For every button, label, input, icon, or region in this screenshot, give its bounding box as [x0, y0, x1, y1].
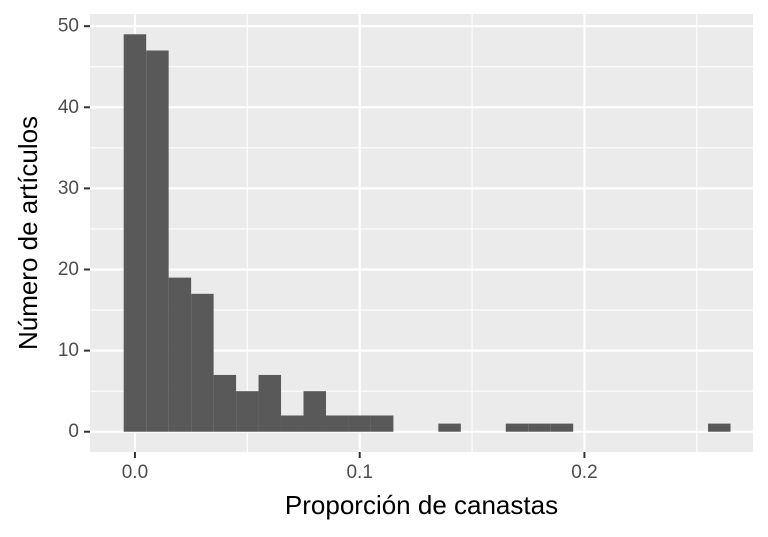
x-axis: 0.0 0.1 0.2 — [122, 452, 598, 483]
y-tick-label: 50 — [58, 16, 79, 37]
histogram-bar — [550, 423, 574, 432]
y-tick-label: 30 — [58, 178, 79, 199]
histogram-bar — [191, 293, 214, 432]
histogram-bar — [146, 50, 169, 432]
x-tick-label: 0.1 — [346, 462, 372, 483]
histogram-bar — [348, 415, 371, 432]
histogram-bar — [528, 423, 551, 432]
histogram-bar — [168, 277, 192, 432]
histogram-bar — [708, 423, 731, 432]
y-tick-label: 20 — [58, 259, 79, 280]
histogram-bar — [123, 34, 147, 432]
y-tick-label: 0 — [68, 421, 79, 442]
histogram-bar — [236, 391, 259, 432]
x-axis-title: Proporción de canastas — [285, 490, 558, 520]
histogram-bar — [438, 423, 461, 432]
histogram-bar — [213, 374, 237, 432]
histogram-bar — [325, 415, 349, 432]
y-tick-label: 10 — [58, 340, 79, 361]
y-tick-label: 40 — [58, 97, 79, 118]
histogram-bar — [505, 423, 529, 432]
x-tick-label: 0.0 — [122, 462, 148, 483]
histogram-bar — [370, 415, 394, 432]
y-axis-title: Número de artículos — [13, 116, 43, 350]
y-axis: 0 10 20 30 40 50 — [58, 16, 90, 442]
histogram-bar — [303, 391, 326, 432]
histogram-bar — [281, 415, 304, 432]
histogram-bars — [123, 34, 731, 432]
x-tick-label: 0.2 — [571, 462, 597, 483]
histogram-bar — [258, 374, 282, 432]
